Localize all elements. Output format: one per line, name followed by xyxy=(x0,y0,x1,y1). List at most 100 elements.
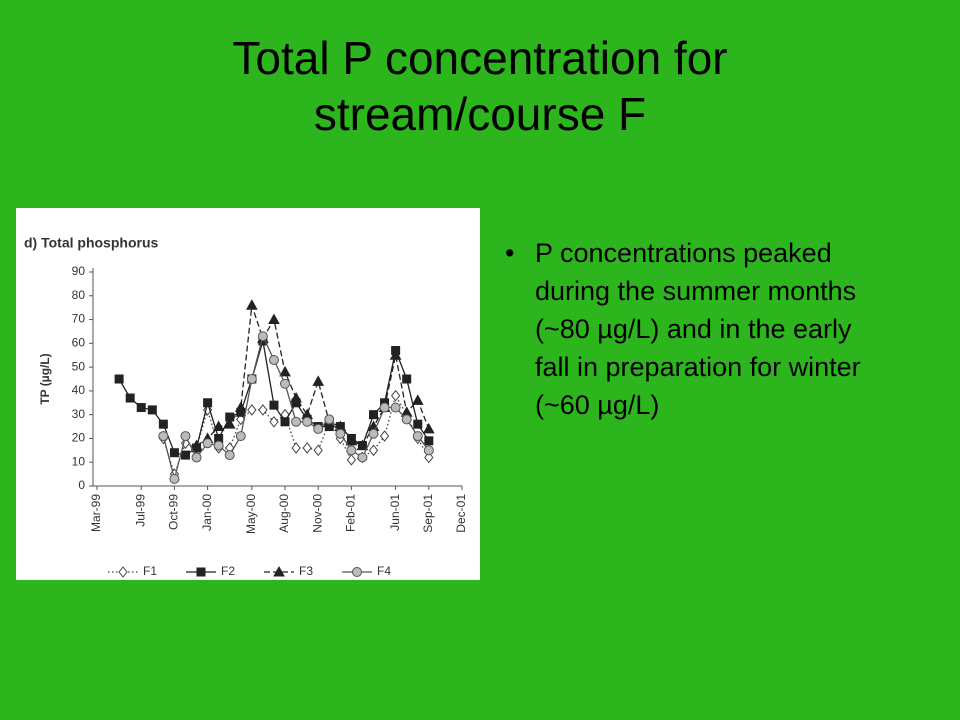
marker xyxy=(245,299,258,310)
marker xyxy=(423,445,434,456)
marker xyxy=(169,448,179,458)
marker xyxy=(203,398,213,408)
legend-label: F1 xyxy=(143,564,157,578)
legend-marker xyxy=(352,567,362,577)
marker xyxy=(411,394,424,405)
legend-label: F3 xyxy=(299,564,313,578)
marker xyxy=(224,450,235,461)
series-line xyxy=(196,305,430,447)
marker xyxy=(269,400,279,410)
marker xyxy=(235,431,246,442)
bullet-item: • P concentrations peaked during the summ… xyxy=(505,234,890,424)
marker xyxy=(147,405,157,415)
marker xyxy=(234,401,247,413)
marker xyxy=(389,349,402,360)
marker xyxy=(191,452,202,463)
marker xyxy=(335,428,346,439)
marker xyxy=(346,445,357,456)
marker xyxy=(291,416,302,427)
marker xyxy=(302,416,313,427)
x-tick-label: Jul-99 xyxy=(133,494,147,527)
marker xyxy=(190,439,203,451)
x-tick-label: Aug-00 xyxy=(277,494,291,533)
marker xyxy=(368,444,379,457)
marker xyxy=(345,434,358,446)
x-tick-label: Jan-00 xyxy=(200,494,214,531)
marker xyxy=(356,439,369,451)
marker xyxy=(312,375,325,386)
marker xyxy=(279,365,291,377)
marker xyxy=(313,423,324,434)
y-axis-label: TP (µg/L) xyxy=(38,353,52,404)
y-tick-label: 0 xyxy=(78,478,85,492)
marker xyxy=(236,413,246,426)
marker xyxy=(212,420,225,432)
marker xyxy=(258,404,268,416)
y-tick-label: 80 xyxy=(72,288,86,302)
marker xyxy=(257,331,268,342)
y-tick-label: 70 xyxy=(72,312,86,326)
marker xyxy=(246,374,257,384)
legend-label: F4 xyxy=(377,564,391,578)
marker xyxy=(169,473,180,484)
marker xyxy=(247,404,257,416)
x-tick-label: Nov-00 xyxy=(310,494,324,533)
marker xyxy=(412,431,423,442)
marker xyxy=(269,415,279,428)
marker xyxy=(390,389,401,402)
marker xyxy=(223,418,236,429)
legend-marker xyxy=(118,566,128,578)
y-tick-label: 20 xyxy=(72,431,86,445)
marker xyxy=(402,374,412,384)
marker xyxy=(268,313,280,325)
marker xyxy=(291,442,301,454)
slide-title: Total P concentration for stream/course … xyxy=(232,32,728,140)
marker xyxy=(158,419,168,429)
x-tick-label: Mar-99 xyxy=(89,494,103,532)
marker xyxy=(422,422,435,434)
marker xyxy=(424,451,434,464)
marker xyxy=(357,452,368,463)
marker xyxy=(280,378,291,389)
y-tick-label: 90 xyxy=(72,264,86,278)
y-tick-label: 10 xyxy=(72,454,86,468)
chart: d) Total phosphorus TP (µg/L) 0 10 20 30 40 5… xyxy=(24,235,468,578)
marker xyxy=(413,419,423,429)
marker xyxy=(424,436,434,446)
legend-label: F2 xyxy=(221,564,235,578)
x-tick-label: Oct-99 xyxy=(167,494,181,530)
marker xyxy=(202,438,213,449)
marker xyxy=(136,403,146,413)
chart-panel: d) Total phosphorus TP (µg/L) 0 10 20 30 40 5… xyxy=(16,208,480,580)
legend-marker xyxy=(273,565,285,577)
x-tick-label: Sep-01 xyxy=(421,494,435,533)
y-tick-label: 60 xyxy=(72,336,86,350)
x-tick-label: Feb-01 xyxy=(344,494,358,532)
marker xyxy=(158,431,169,442)
marker xyxy=(180,431,191,442)
y-tick-label: 50 xyxy=(72,359,86,373)
marker xyxy=(302,442,312,454)
x-tick-label: May-00 xyxy=(244,494,258,534)
marker xyxy=(379,430,390,442)
y-tick-label: 30 xyxy=(72,407,86,421)
marker xyxy=(369,410,379,420)
marker xyxy=(290,391,302,403)
marker xyxy=(379,402,390,413)
marker xyxy=(390,402,401,413)
marker xyxy=(324,414,335,425)
bullet-text: P concentrations peaked during the summe… xyxy=(535,238,861,420)
legend-marker xyxy=(196,567,206,577)
chart-title: d) Total phosphorus xyxy=(24,235,158,251)
marker xyxy=(268,354,279,365)
x-tick-label: Jun-01 xyxy=(388,494,402,531)
marker xyxy=(313,444,323,457)
marker xyxy=(280,417,290,427)
marker xyxy=(180,450,190,460)
marker xyxy=(114,374,124,384)
marker xyxy=(346,454,357,466)
marker xyxy=(368,428,379,439)
marker xyxy=(125,393,135,403)
bullet-dot: • xyxy=(505,238,515,268)
